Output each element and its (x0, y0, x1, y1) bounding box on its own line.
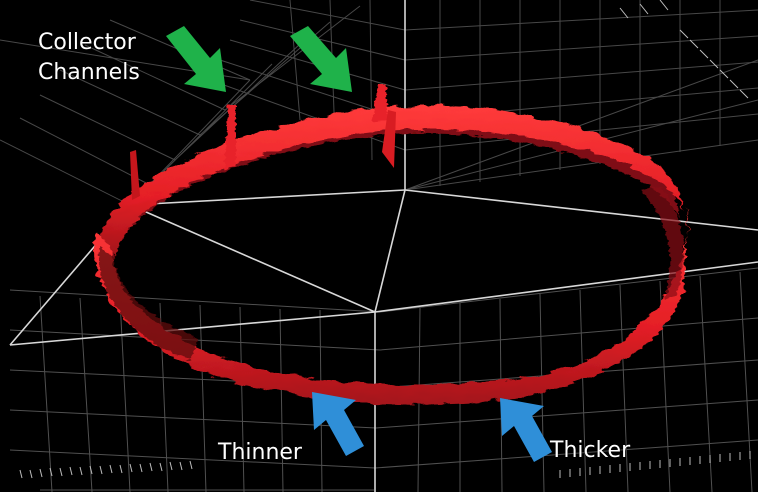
thinner-label: Thinner (218, 440, 302, 465)
collector-channels-label: Collector Channels (38, 28, 140, 88)
collector-label-line-2: Channels (38, 60, 140, 85)
arrow-down-right-icon (290, 26, 352, 92)
axis-ticks (19, 0, 751, 479)
arrow-up-left-icon (500, 398, 552, 462)
schlemm-canal-ring (93, 84, 689, 405)
thicker-label: Thicker (550, 438, 631, 463)
collector-label-line-1: Collector (38, 30, 136, 55)
arrow-up-left-icon (312, 392, 364, 456)
arrow-down-right-icon (166, 26, 226, 92)
floor-grid (9, 267, 758, 492)
